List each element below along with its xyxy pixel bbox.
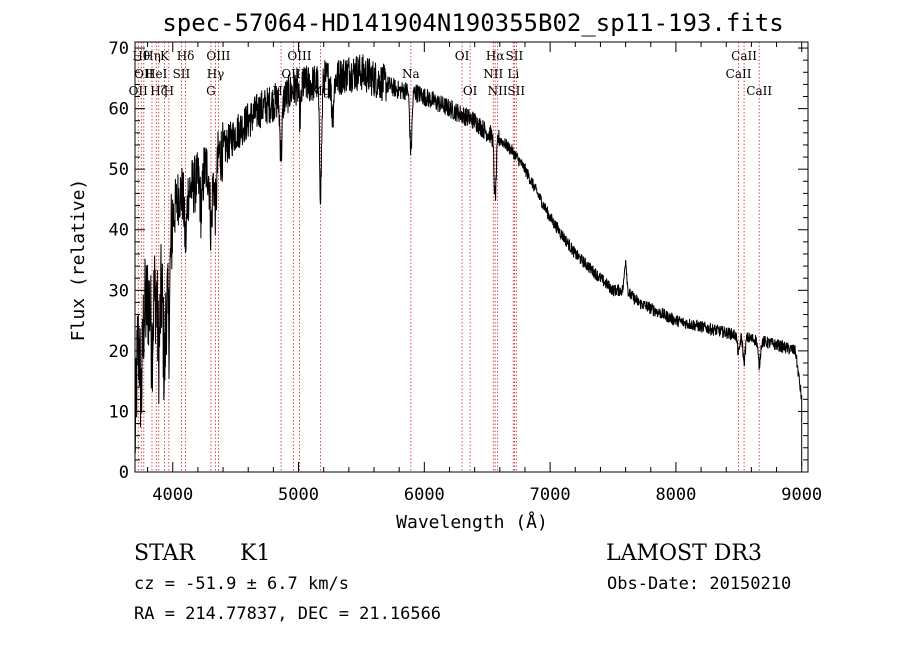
- line-marker-label: OI: [455, 49, 470, 63]
- y-axis-label: Flux (relative): [68, 179, 89, 342]
- line-marker-label: G: [206, 84, 216, 98]
- line-marker-label: OIII: [287, 49, 311, 63]
- x-axis-label: Wavelength (Å): [396, 511, 548, 533]
- x-tick-label: 6000: [404, 485, 445, 505]
- x-tick-label: 5000: [278, 485, 319, 505]
- line-marker-label: NII: [483, 67, 503, 81]
- plot-frame: [134, 41, 809, 473]
- line-marker-labels: OIIHθOIIHηHeIHζKHSIIHδGHγOIIIHβOIIIOIIIM…: [129, 49, 773, 98]
- y-tick-label: 70: [109, 39, 129, 59]
- y-tick-label: 30: [109, 281, 129, 301]
- line-marker-label: SII: [506, 49, 524, 63]
- x-tick-label: 9000: [781, 485, 822, 505]
- line-marker-label: H: [164, 84, 174, 98]
- line-marker-label: Hδ: [177, 49, 195, 63]
- x-tick-label: 4000: [152, 485, 193, 505]
- coords-text: RA = 214.77837, DEC = 21.16566: [134, 604, 441, 624]
- redshift-text: cz = -51.9 ± 6.7 km/s: [134, 574, 349, 594]
- line-marker-label: SII: [507, 84, 525, 98]
- y-tick-label: 0: [119, 463, 129, 483]
- line-marker-label: OI: [463, 84, 478, 98]
- y-tick-label: 40: [109, 221, 129, 241]
- y-tick-label: 60: [109, 100, 129, 120]
- survey-name: LAMOST DR3: [606, 541, 762, 566]
- line-marker-label: Hζ: [150, 84, 167, 98]
- spectrum-line: [134, 54, 803, 466]
- line-marker-label: Hγ: [207, 67, 225, 81]
- x-tick-label: 7000: [530, 485, 571, 505]
- line-marker-label: CaII: [726, 67, 752, 81]
- chart-title: spec-57064-HD141904N190355B02_sp11-193.f…: [162, 9, 783, 37]
- y-axis-ticks: 0 10 20 30 40 50 60 70: [109, 39, 808, 483]
- line-marker-label: Li: [507, 67, 519, 81]
- line-marker-label: OIII: [206, 49, 230, 63]
- line-marker-label: OII: [129, 84, 149, 98]
- object-class: STAR: [134, 541, 196, 566]
- obs-date-text: Obs-Date: 20150210: [607, 574, 791, 594]
- y-tick-label: 20: [109, 342, 129, 362]
- line-marker-label: HeI: [145, 67, 168, 81]
- line-markers: [137, 42, 760, 472]
- object-subclass: K1: [240, 541, 270, 566]
- x-axis-ticks: 4000 5000 6000 7000 8000 9000: [147, 42, 822, 505]
- y-tick-label: 10: [109, 402, 129, 422]
- line-marker-label: CaII: [746, 84, 772, 98]
- y-tick-label: 50: [109, 160, 129, 180]
- line-marker-label: NII: [488, 84, 508, 98]
- line-marker-label: Hα: [486, 49, 505, 63]
- line-marker-label: Hθ: [132, 49, 150, 63]
- line-marker-label: Na: [402, 67, 420, 81]
- line-marker-label: SII: [173, 67, 191, 81]
- line-marker-label: OII: [134, 67, 154, 81]
- line-marker-label: K: [160, 49, 170, 63]
- line-marker-label: CaII: [731, 49, 757, 63]
- line-marker-label: Hη: [143, 49, 161, 63]
- x-tick-label: 8000: [655, 485, 696, 505]
